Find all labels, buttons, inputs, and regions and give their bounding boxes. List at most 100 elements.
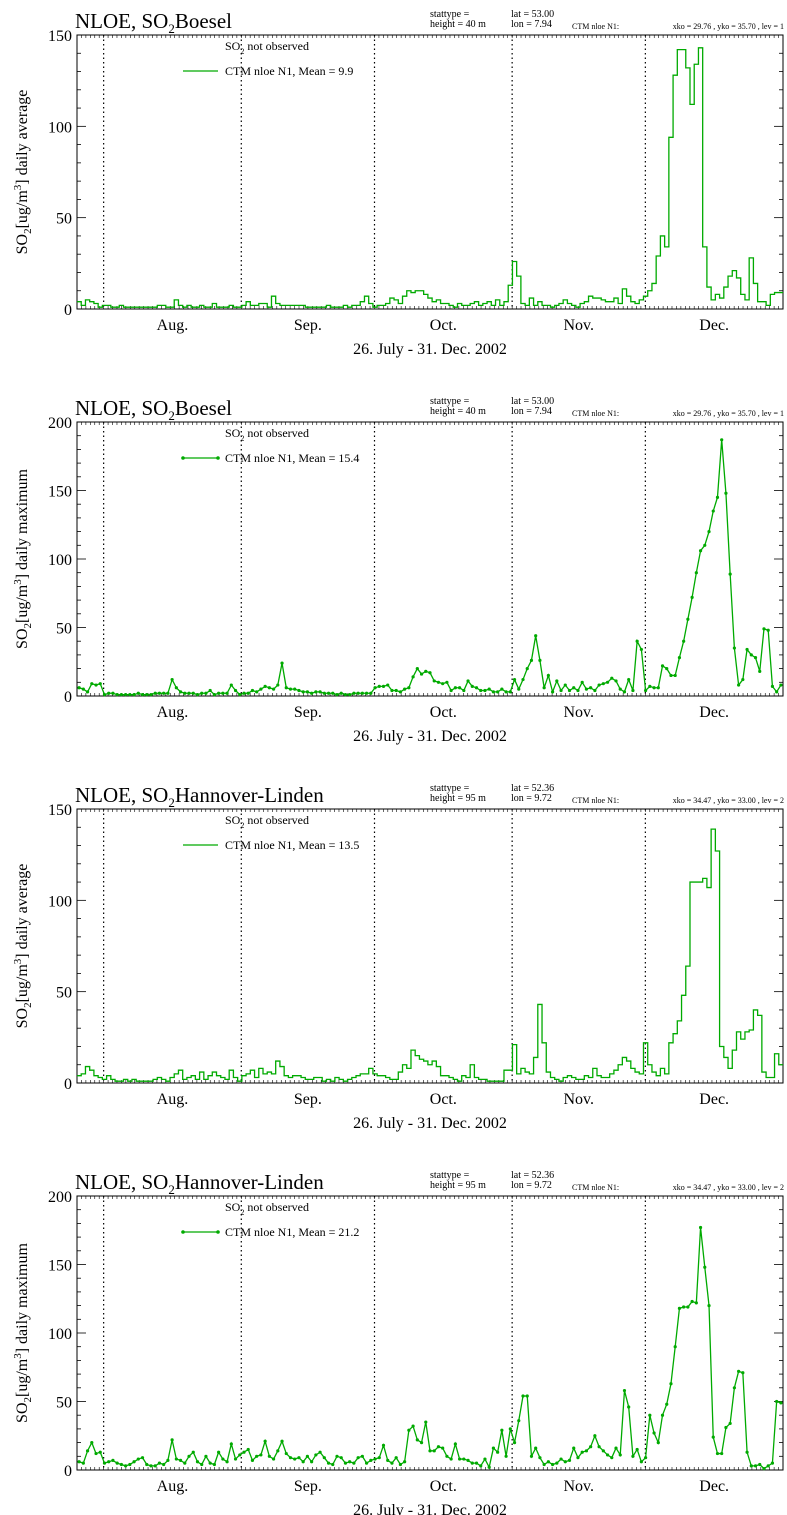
data-point <box>178 1458 183 1463</box>
data-point <box>212 693 216 697</box>
meta-model-part: CTM nloe N1: <box>572 1183 619 1192</box>
data-point <box>483 1457 487 1461</box>
x-axis-label: 26. July - 31. Dec. 2002 <box>353 1502 507 1515</box>
data-point <box>601 682 605 686</box>
data-point <box>200 691 204 695</box>
data-point <box>690 1299 694 1304</box>
data-point <box>212 1462 216 1467</box>
legend-not-observed: SO2 not observed <box>225 1200 309 1217</box>
data-point <box>280 661 284 665</box>
y-axis-label: SO2[ug/m3] daily average <box>12 90 34 255</box>
y-tick-label-part: 150 <box>48 802 72 819</box>
y-tick-label-part: 200 <box>48 415 72 432</box>
x-month-label-part: Dec. <box>699 1478 729 1495</box>
y-axis-label-part: [ug/m <box>14 584 31 623</box>
data-point <box>373 1457 377 1461</box>
data-point <box>546 673 550 678</box>
meta-lat: lat = 52.36 <box>511 783 554 794</box>
y-axis-label-part: 2 <box>22 623 34 629</box>
data-point <box>521 1394 525 1398</box>
data-point <box>94 1451 98 1456</box>
x-month-label: Dec. <box>699 704 729 721</box>
y-tick-label-part: 50 <box>56 985 72 1002</box>
data-point <box>191 1450 195 1454</box>
data-point <box>403 1460 407 1464</box>
meta-height-part: height = 95 m <box>430 793 486 804</box>
data-point <box>766 1464 770 1468</box>
data-point <box>136 1457 140 1461</box>
data-point <box>627 677 631 682</box>
data-point <box>428 1449 432 1453</box>
data-point <box>288 687 293 691</box>
y-tick-label: 50 <box>56 211 72 228</box>
data-point <box>720 1451 724 1456</box>
data-point <box>622 690 627 694</box>
meta-lon-part: lon = 9.72 <box>511 793 552 804</box>
data-point <box>504 690 508 694</box>
data-point <box>694 1301 698 1305</box>
data-point <box>550 690 555 694</box>
data-point <box>233 1457 238 1461</box>
data-point <box>677 656 682 660</box>
data-point <box>276 1449 280 1453</box>
data-point <box>517 687 521 691</box>
data-point <box>322 691 326 695</box>
x-month-label-part: Aug. <box>157 704 189 721</box>
y-tick-label-part: 100 <box>48 119 72 136</box>
meta-grid-part: xko = 34.47 , yko = 33.00 , lev = 2 <box>673 796 784 805</box>
data-point <box>229 683 233 687</box>
data-point <box>576 688 580 693</box>
data-point <box>225 1460 229 1464</box>
data-point <box>694 571 698 575</box>
data-point <box>737 1369 741 1373</box>
legend-not-observed-part: SO <box>225 813 241 827</box>
data-point <box>326 691 331 695</box>
data-point <box>690 595 694 599</box>
y-tick-label-part: 50 <box>56 621 72 638</box>
chart-title-part: NLOE, SO <box>75 9 168 33</box>
y-tick-label: 50 <box>56 985 72 1002</box>
data-point <box>749 653 753 657</box>
y-axis-label-part: 2 <box>22 1397 34 1403</box>
x-month-label: Sep. <box>294 1478 322 1495</box>
data-point <box>415 1438 419 1442</box>
y-tick-label: 0 <box>64 1076 72 1093</box>
y-tick-label: 50 <box>56 1395 72 1412</box>
data-point <box>470 684 474 689</box>
data-point <box>305 1454 310 1458</box>
legend-not-observed-part: 2 <box>240 1208 244 1217</box>
data-point <box>411 675 415 679</box>
data-point <box>512 1441 517 1445</box>
data-point <box>745 647 749 652</box>
data-point <box>449 688 453 693</box>
data-point <box>728 1421 732 1426</box>
chart-title-part: Boesel <box>175 396 232 420</box>
data-point <box>711 509 715 513</box>
data-point <box>119 693 123 697</box>
chart-title-part: Hannover-Linden <box>175 1170 324 1194</box>
data-point <box>381 684 386 689</box>
legend-not-observed-part: SO <box>225 426 241 440</box>
data-point <box>589 686 593 690</box>
data-point <box>107 691 111 695</box>
x-month-label: Dec. <box>699 1091 729 1108</box>
y-axis-label-part: 3 <box>12 579 24 585</box>
meta-grid-part: xko = 34.47 , yko = 33.00 , lev = 2 <box>673 1183 784 1192</box>
data-point <box>238 693 242 697</box>
data-point <box>352 691 356 695</box>
x-month-label: Oct. <box>430 1478 457 1495</box>
data-point <box>187 691 191 695</box>
meta-height: height = 95 m <box>430 793 486 804</box>
data-point <box>770 1461 775 1465</box>
data-point <box>555 1461 559 1465</box>
data-point <box>432 1449 436 1453</box>
meta-height-part: height = 40 m <box>430 19 486 30</box>
x-axis-label: 26. July - 31. Dec. 2002 <box>353 728 507 745</box>
data-point <box>407 1428 411 1432</box>
data-point <box>665 667 669 671</box>
y-axis-label-part: [ug/m <box>14 1358 31 1397</box>
data-point <box>293 1457 297 1461</box>
meta-stattype-part: stattype = <box>430 396 470 407</box>
meta-stattype: stattype = <box>430 783 470 794</box>
data-point <box>635 1447 639 1452</box>
